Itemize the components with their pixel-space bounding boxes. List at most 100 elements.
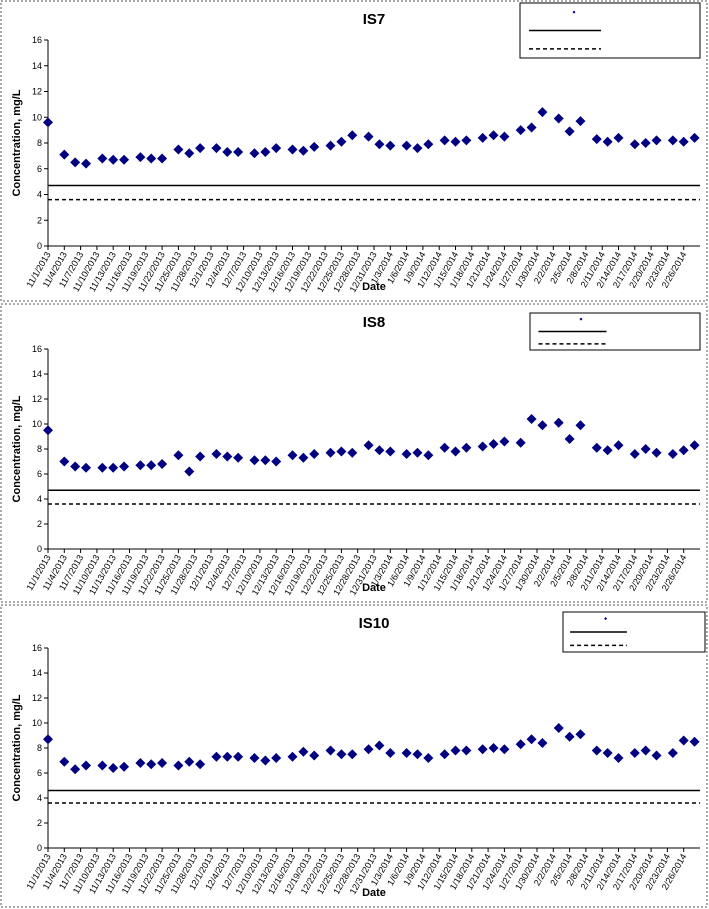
data-point [59,149,70,160]
data-point [689,440,700,451]
data-point [651,135,662,146]
y-axis-label: Concentration, mg/L [11,694,23,801]
data-point [298,452,309,463]
data-point [488,743,499,753]
data-point [271,143,282,154]
data-point [271,753,282,763]
y-tick-label: 14 [32,668,42,678]
data-point [70,764,81,775]
data-point [298,746,309,757]
data-point [629,748,640,758]
data-point [564,731,575,742]
data-point [336,446,347,457]
data-point [195,451,206,462]
y-tick-label: 2 [37,818,42,828]
data-point [515,125,526,136]
data-point [401,140,412,151]
data-point [157,153,168,164]
y-tick-label: 12 [32,394,42,404]
y-tick-label: 10 [32,718,42,728]
data-point [146,460,157,471]
data-point [43,734,53,745]
data-point [108,462,119,473]
data-point [423,450,434,461]
data-point [526,122,537,133]
data-point [59,756,70,767]
panel-border [0,604,708,908]
panel-border [0,0,708,302]
y-tick-label: 14 [32,369,42,379]
data-point [488,130,499,141]
data-point [412,749,423,760]
data-point [309,449,320,459]
x-axis-label: Date [362,887,386,899]
data-point [564,434,575,444]
data-point [537,420,548,431]
legend-marker [604,617,608,621]
data-point [488,439,499,449]
y-tick-label: 8 [37,743,42,753]
data-point [287,450,298,461]
data-point [667,748,678,758]
data-point [667,449,678,459]
y-tick-label: 16 [32,344,42,354]
data-point [309,750,320,761]
y-tick-label: 6 [37,469,42,479]
data-point [385,446,396,457]
data-point [146,153,157,164]
data-point [374,139,385,150]
data-point [260,755,271,766]
data-point [336,749,347,760]
data-point [249,148,260,159]
data-point [222,751,233,762]
data-point [70,157,81,168]
data-point [412,143,423,154]
chart-title: IS8 [363,314,386,331]
data-point [678,735,689,746]
data-point [135,758,146,768]
data-point [81,760,92,771]
data-point [135,460,146,471]
data-point [450,136,461,147]
data-point [678,445,689,456]
data-point [450,745,461,756]
data-point [249,753,260,763]
y-tick-label: 4 [37,793,42,803]
data-point [526,414,537,424]
data-point [43,425,53,436]
data-point [325,447,336,458]
data-point [439,135,450,146]
data-point [309,141,320,152]
data-point [537,107,548,118]
data-point [689,736,700,747]
y-tick-label: 12 [32,693,42,703]
y-tick-label: 0 [37,843,42,853]
data-point [195,143,206,154]
y-tick-label: 16 [32,643,42,653]
y-tick-label: 6 [37,164,42,174]
data-point [575,116,586,127]
data-point [651,447,662,458]
data-point [591,134,602,145]
y-tick-label: 10 [32,419,42,429]
data-point [173,144,184,155]
data-point [157,758,168,768]
legend-marker [572,10,576,14]
data-point [423,139,434,150]
data-point [499,131,510,142]
data-point [97,462,108,473]
data-point [526,734,537,745]
data-point [363,131,374,142]
data-point [423,753,434,763]
y-tick-label: 8 [37,138,42,148]
y-tick-label: 0 [37,544,42,554]
data-point [260,455,271,466]
data-point [260,147,271,158]
data-point [81,462,92,473]
legend-marker [579,317,583,321]
data-point [184,148,195,159]
data-point [678,136,689,147]
data-point [461,442,472,453]
y-tick-label: 4 [37,494,42,504]
